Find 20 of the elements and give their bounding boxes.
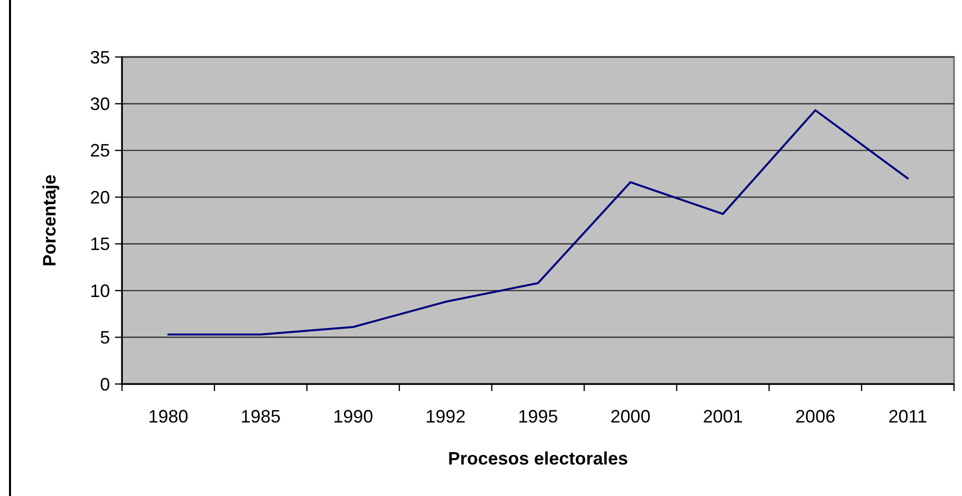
y-tick-label: 30 [90,94,110,114]
y-tick-label: 10 [90,280,110,301]
x-tick-label: 2000 [610,406,650,426]
y-tick-label: 0 [100,374,110,394]
x-tick-label: 2001 [702,406,743,426]
line-series [167,109,909,336]
y-axis-title: Porcentaje [39,174,60,267]
x-tick-label: 1995 [518,406,558,426]
x-tick-label: 1980 [148,406,188,426]
x-tick-label: 1990 [333,406,374,426]
x-tick-label: 1992 [426,406,466,426]
y-tick-label: 20 [90,187,110,208]
y-tick-label: 25 [90,140,110,161]
x-tick-label: 2011 [888,406,928,426]
y-tick-label: 5 [100,328,110,348]
y-tick-label: 35 [90,47,110,68]
y-tick-label: 15 [90,234,110,254]
x-tick-label: 2006 [795,406,836,426]
x-tick-label: 1985 [240,406,281,426]
x-axis-title: Procesos electorales [448,448,628,468]
